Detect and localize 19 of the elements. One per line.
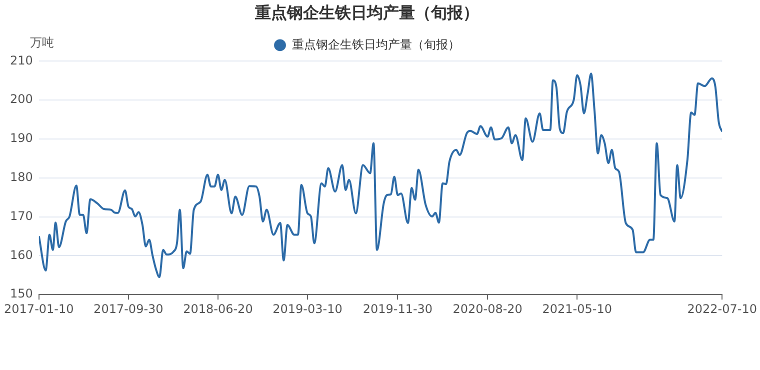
y-axis-title: 万吨 — [30, 35, 54, 50]
y-tick-label: 150 — [10, 286, 33, 301]
legend-label: 重点钢企生铁日均产量（旬报） — [292, 37, 460, 52]
y-tick-label: 200 — [10, 92, 33, 106]
y-tick-label: 210 — [10, 53, 33, 68]
x-tick-label: 2018-06-20 — [183, 302, 253, 316]
x-tick-label: 2017-09-30 — [94, 302, 164, 316]
y-tick-label: 190 — [10, 131, 33, 146]
x-tick-label: 2019-11-30 — [362, 302, 433, 316]
x-tick-label: 2021-05-10 — [542, 302, 612, 316]
y-tick-label: 170 — [10, 208, 33, 223]
y-tick-label: 160 — [10, 248, 33, 262]
chart-title: 重点钢企生铁日均产量（旬报） — [254, 2, 479, 22]
y-tick-label: 180 — [10, 170, 33, 184]
x-tick-label: 2017-01-10 — [4, 302, 74, 316]
x-tick-label: 2019-03-10 — [272, 302, 342, 316]
x-tick-label: 2020-08-20 — [452, 302, 522, 316]
x-tick-label: 2022-07-10 — [687, 302, 758, 316]
line-series — [38, 72, 722, 278]
